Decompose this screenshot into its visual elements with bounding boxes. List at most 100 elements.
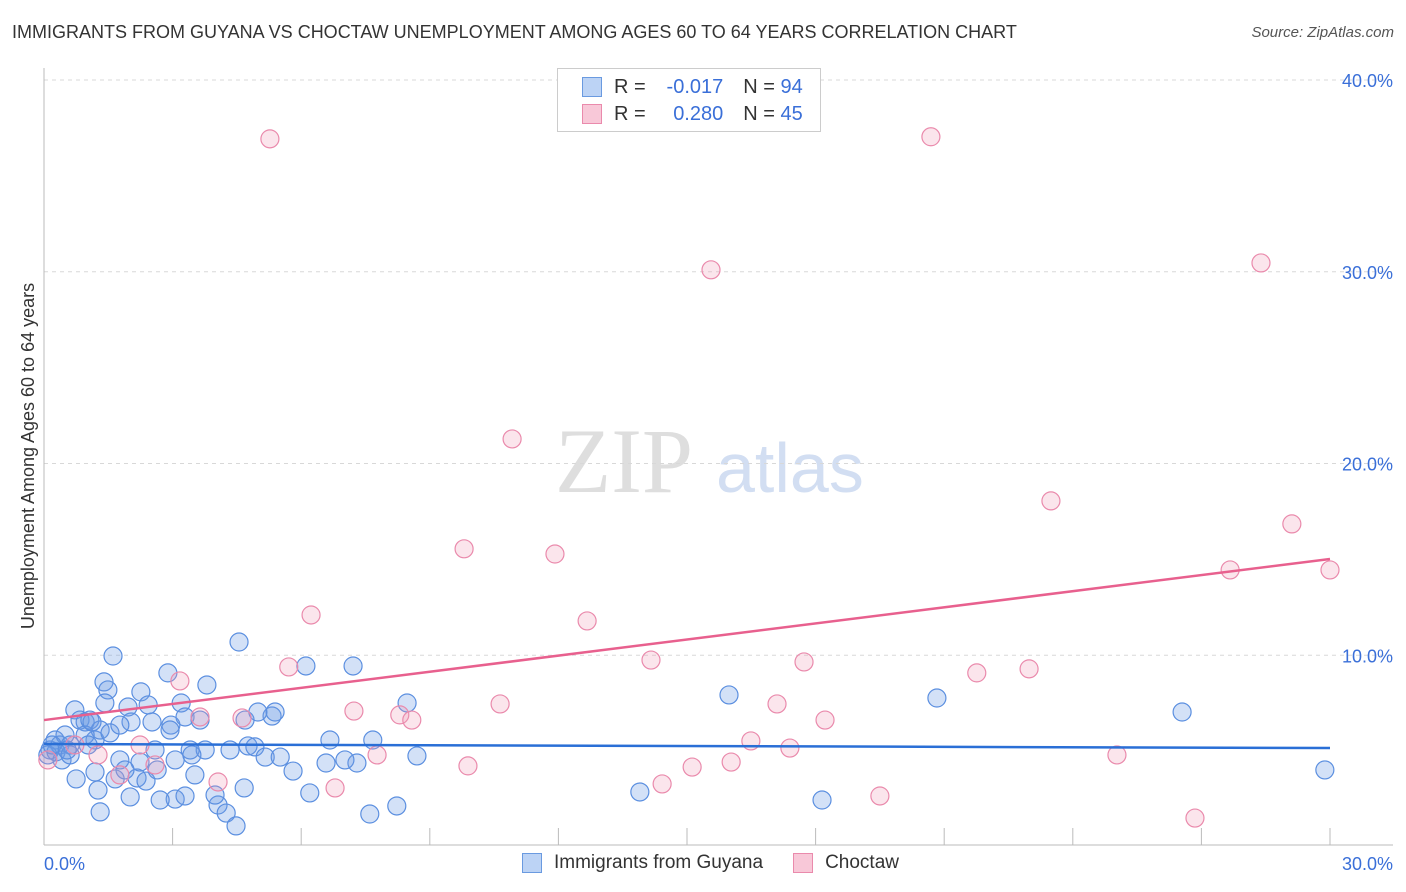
blue-trend-line bbox=[43, 742, 1331, 750]
blue-data-point bbox=[110, 750, 130, 770]
blue-data-point bbox=[100, 723, 120, 743]
y-tick-label: 30.0% bbox=[1342, 263, 1393, 283]
pink-data-point bbox=[967, 663, 987, 683]
pink-data-point bbox=[1282, 514, 1302, 534]
pink-data-point bbox=[402, 710, 422, 730]
blue-data-point bbox=[1172, 702, 1192, 722]
blue-data-point bbox=[316, 753, 336, 773]
pink-data-point bbox=[545, 544, 565, 564]
source-label: Source: ZipAtlas.com bbox=[1251, 24, 1394, 41]
series-legend: Immigrants from Guyana Choctaw bbox=[522, 852, 899, 874]
pink-data-point bbox=[279, 657, 299, 677]
blue-data-point bbox=[407, 746, 427, 766]
pink-data-point bbox=[767, 694, 787, 714]
pink-data-point bbox=[794, 652, 814, 672]
pink-data-point bbox=[682, 757, 702, 777]
pink-data-point bbox=[170, 671, 190, 691]
blue-data-point bbox=[85, 762, 105, 782]
blue-data-point bbox=[347, 753, 367, 773]
n-label: N = bbox=[743, 102, 775, 125]
blue-data-point bbox=[812, 790, 832, 810]
pink-data-point bbox=[1041, 491, 1061, 511]
y-tick-label: 10.0% bbox=[1342, 646, 1393, 666]
blue-swatch-icon bbox=[522, 853, 542, 873]
blue-data-point bbox=[335, 750, 355, 770]
blue-data-point bbox=[343, 656, 363, 676]
chart-title: IMMIGRANTS FROM GUYANA VS CHOCTAW UNEMPL… bbox=[12, 22, 1017, 42]
blue-data-point bbox=[245, 737, 265, 757]
pink-data-point bbox=[145, 755, 165, 775]
blue-data-point bbox=[265, 702, 285, 722]
n-label: N = bbox=[743, 75, 775, 98]
pink-data-point bbox=[260, 129, 280, 149]
legend-label: Immigrants from Guyana bbox=[554, 852, 764, 873]
blue-data-point bbox=[165, 750, 185, 770]
blue-data-point bbox=[130, 752, 150, 772]
blue-data-point bbox=[238, 736, 258, 756]
pink-data-point bbox=[1320, 560, 1340, 580]
legend-row-guyana: R = -0.017 N = 94 bbox=[582, 74, 803, 100]
pink-data-point bbox=[88, 745, 108, 765]
legend-row-choctaw: R = 0.280 N = 45 bbox=[582, 101, 803, 127]
blue-data-point bbox=[300, 783, 320, 803]
pink-data-point bbox=[721, 752, 741, 772]
pink-data-point bbox=[1019, 659, 1039, 679]
blue-data-point bbox=[255, 747, 275, 767]
blue-data-point bbox=[270, 747, 290, 767]
y-tick-label: 20.0% bbox=[1342, 455, 1393, 475]
pink-data-point bbox=[815, 710, 835, 730]
pink-data-point bbox=[652, 774, 672, 794]
y-axis-title: Unemployment Among Ages 60 to 64 years bbox=[18, 283, 38, 629]
pink-data-point bbox=[458, 756, 478, 776]
pink-data-point bbox=[367, 745, 387, 765]
pink-data-point bbox=[232, 708, 252, 728]
legend-item-guyana[interactable]: Immigrants from Guyana bbox=[522, 852, 763, 874]
blue-data-point bbox=[110, 715, 130, 735]
blue-data-point bbox=[60, 745, 80, 765]
pink-data-point bbox=[301, 605, 321, 625]
blue-data-point bbox=[320, 730, 340, 750]
blue-data-point bbox=[121, 712, 141, 732]
blue-data-point bbox=[95, 693, 115, 713]
blue-data-point bbox=[120, 787, 140, 807]
blue-data-point bbox=[296, 656, 316, 676]
pink-data-point bbox=[490, 694, 510, 714]
pink-data-point bbox=[390, 705, 410, 725]
r-label: R = bbox=[614, 102, 646, 125]
pink-data-point bbox=[190, 707, 210, 727]
x-tick-label-max: 30.0% bbox=[1342, 854, 1393, 874]
blue-data-point bbox=[185, 765, 205, 785]
legend-item-choctaw[interactable]: Choctaw bbox=[793, 852, 899, 874]
pink-data-point bbox=[38, 750, 58, 770]
blue-data-point bbox=[927, 688, 947, 708]
watermark-atlas: atlas bbox=[716, 429, 864, 507]
r-label: R = bbox=[614, 75, 646, 98]
blue-data-point bbox=[197, 675, 217, 695]
blue-data-point bbox=[216, 803, 236, 823]
blue-data-point bbox=[175, 707, 195, 727]
pink-data-point bbox=[921, 127, 941, 147]
pink-data-point bbox=[502, 429, 522, 449]
blue-data-point bbox=[90, 802, 110, 822]
pink-data-point bbox=[641, 650, 661, 670]
blue-data-point bbox=[175, 786, 195, 806]
watermark-zip: ZIP bbox=[555, 410, 693, 512]
blue-data-point bbox=[103, 646, 123, 666]
n-value: 45 bbox=[780, 102, 803, 125]
blue-data-point bbox=[234, 778, 254, 798]
pink-swatch-icon bbox=[582, 104, 602, 124]
r-value: -0.017 bbox=[666, 75, 724, 98]
pink-trend-line bbox=[43, 557, 1331, 722]
blue-data-point bbox=[142, 712, 162, 732]
blue-data-point bbox=[360, 804, 380, 824]
blue-data-point bbox=[226, 816, 246, 836]
blue-data-point bbox=[1315, 760, 1335, 780]
blue-data-point bbox=[66, 769, 86, 789]
pink-data-point bbox=[110, 765, 130, 785]
legend-label: Choctaw bbox=[825, 852, 899, 873]
pink-data-point bbox=[325, 778, 345, 798]
pink-data-point bbox=[208, 772, 228, 792]
pink-data-point bbox=[454, 539, 474, 559]
